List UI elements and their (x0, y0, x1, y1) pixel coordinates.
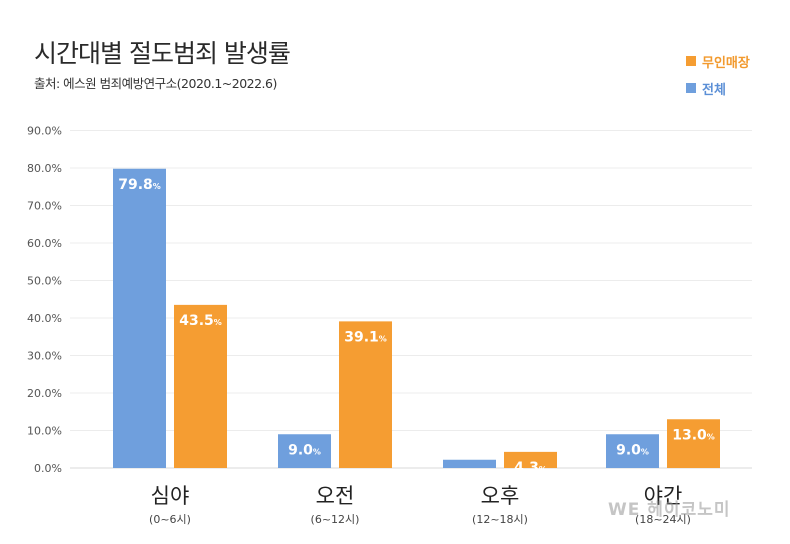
y-tick-label: 30.0% (27, 350, 62, 363)
legend-label-unmanned-store: 무인매장 (702, 55, 750, 71)
x-category-label: 오전 (316, 484, 355, 508)
y-tick-label: 90.0% (27, 125, 62, 138)
bar-value-label: 9.0% (616, 442, 649, 458)
bar-total (443, 459, 496, 468)
x-category-label: 심야 (151, 484, 190, 508)
bar-total (113, 168, 166, 468)
y-tick-label: 40.0% (27, 312, 62, 325)
y-tick-label: 60.0% (27, 237, 62, 250)
x-category-sublabel: (18~24시) (635, 513, 691, 526)
legend-item-unmanned-store: 무인매장 (686, 52, 750, 71)
bar-unmanned-store (504, 451, 557, 468)
bar-value-label: 4.3% (514, 460, 547, 476)
bar-unmanned-store (667, 419, 720, 468)
bar-value-label: 2.2% (453, 468, 486, 484)
bar-value-label: 79.8% (118, 177, 161, 193)
bar-total (278, 434, 331, 468)
bar-value-label: 39.1% (344, 329, 387, 345)
x-category-sublabel: (0~6시) (149, 513, 191, 526)
y-tick-label: 0.0% (34, 462, 62, 475)
legend-item-total: 전체 (686, 79, 750, 98)
y-tick-label: 70.0% (27, 200, 62, 213)
chart-title: 시간대별 절도범죄 발생률 (34, 39, 291, 68)
y-tick-label: 20.0% (27, 387, 62, 400)
bar-unmanned-store (339, 321, 392, 468)
bar-value-label: 9.0% (288, 442, 321, 458)
bar-value-label: 43.5% (179, 313, 222, 329)
legend-label-total: 전체 (702, 82, 726, 98)
x-category-label: 오후 (481, 484, 520, 508)
y-tick-label: 80.0% (27, 162, 62, 175)
chart-subtitle: 출처: 에스원 범죄예방연구소(2020.1~2022.6) (34, 76, 277, 91)
y-tick-label: 50.0% (27, 275, 62, 288)
bar-total (606, 434, 659, 468)
legend-swatch-orange (686, 56, 696, 66)
watermark-logo: WE 헤이코노미 (608, 500, 731, 520)
legend: 무인매장 전체 (686, 52, 750, 106)
x-category-sublabel: (12~18시) (472, 513, 528, 526)
legend-swatch-blue (686, 83, 696, 93)
bar-value-label: 13.0% (672, 427, 715, 443)
x-category-label: 야간 (644, 484, 683, 508)
y-tick-label: 10.0% (27, 425, 62, 438)
x-category-sublabel: (6~12시) (311, 513, 360, 526)
bar-unmanned-store (174, 304, 227, 468)
